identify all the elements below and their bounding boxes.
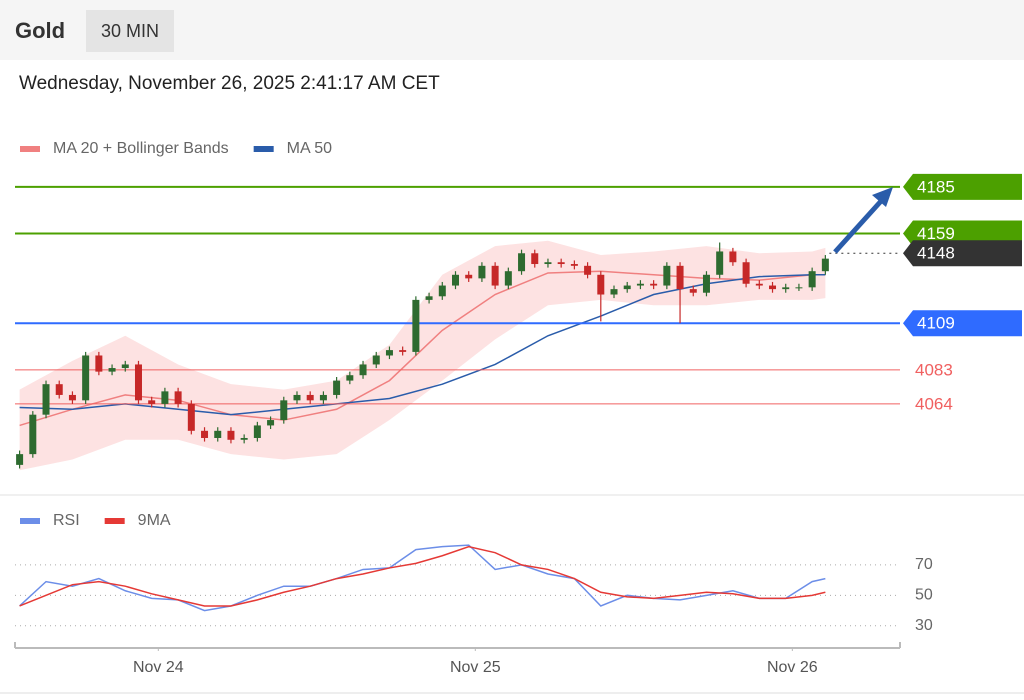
candle-body: [201, 430, 209, 438]
level-box: [903, 240, 1022, 267]
candle-body: [267, 420, 275, 426]
timestamp: Wednesday, November 26, 2025 2:41:17 AM …: [19, 73, 440, 94]
candle-body: [108, 368, 116, 372]
moving-average: [19, 270, 826, 427]
candle-body: [465, 274, 473, 279]
candle-body: [584, 265, 592, 275]
candle-body: [636, 283, 644, 286]
candle-body: [55, 384, 63, 395]
candle-body: [346, 375, 354, 381]
level-box: [903, 220, 1022, 247]
level-label: 4064: [915, 394, 953, 413]
timeframe-box: [86, 10, 174, 52]
candle-body: [412, 299, 420, 352]
candle-body: [650, 283, 658, 286]
candle-body: [42, 384, 50, 415]
level-box: [903, 310, 1022, 337]
candle-body: [148, 400, 156, 404]
candle-body: [174, 391, 182, 404]
candle-body: [68, 394, 76, 401]
legend-label: MA 20 + Bollinger Bands: [53, 140, 229, 157]
candle-body: [280, 400, 288, 421]
candle-body: [610, 289, 618, 295]
legend-label: 9MA: [138, 512, 171, 529]
candle-body: [187, 403, 195, 431]
candle-body: [570, 264, 578, 266]
candle-body: [676, 265, 684, 290]
level-label: 4159: [917, 224, 955, 243]
level-label: 4185: [917, 177, 955, 196]
candle-body: [438, 285, 446, 297]
candle-body: [795, 287, 803, 289]
candle-body: [293, 394, 301, 401]
candle-body: [319, 394, 327, 401]
candle-body: [729, 251, 737, 263]
candle-body: [597, 274, 605, 295]
y-tick-label: 70: [915, 556, 933, 573]
candle-body: [306, 394, 314, 401]
legend-swatch: [253, 146, 274, 152]
level-label: 4083: [915, 360, 953, 379]
legend-swatch: [104, 518, 125, 524]
candle-body: [702, 274, 710, 293]
candle-body: [755, 283, 763, 286]
level-label: 4148: [917, 244, 955, 263]
legend-swatch: [20, 146, 40, 152]
candle-body: [240, 437, 248, 440]
candle-body: [716, 251, 724, 275]
candle-body: [82, 355, 90, 401]
candle-body: [227, 430, 235, 440]
candle-body: [742, 262, 750, 284]
x-tick-label: Nov 25: [450, 659, 501, 676]
series-line: [19, 545, 826, 607]
trend-arrow-head: [872, 187, 893, 207]
candle-body: [214, 430, 222, 438]
moving-average: [19, 274, 826, 416]
candle-body: [518, 253, 526, 272]
legend-label: RSI: [53, 512, 80, 529]
candle-body: [821, 258, 829, 272]
candle-body: [372, 355, 380, 365]
level-box: [903, 173, 1022, 200]
candle-body: [333, 380, 341, 395]
candle-body: [425, 296, 433, 300]
candle-body: [808, 271, 816, 288]
candle-body: [782, 287, 790, 290]
series-line: [19, 544, 826, 612]
candle-body: [399, 350, 407, 352]
timeframe: 30 MIN: [101, 21, 159, 41]
candle-body: [689, 289, 697, 293]
candle-body: [385, 350, 393, 356]
candle-body: [769, 285, 777, 290]
candle-body: [134, 364, 142, 401]
candle-body: [359, 364, 367, 376]
candle-body: [491, 265, 499, 286]
candle-body: [557, 262, 565, 265]
legend-label: MA 50: [287, 140, 332, 157]
candle-body: [161, 391, 169, 404]
bollinger-band: [19, 240, 826, 471]
trend-arrow: [833, 198, 884, 254]
candle-body: [121, 364, 129, 369]
candle-body: [544, 262, 552, 265]
candle-body: [452, 274, 459, 286]
candle-body: [504, 271, 512, 286]
candle-body: [16, 454, 24, 465]
y-tick-label: 50: [915, 587, 933, 604]
y-tick-label: 30: [915, 617, 933, 634]
candle-body: [253, 425, 261, 438]
x-tick-label: Nov 26: [767, 659, 818, 676]
candle-body: [531, 253, 539, 265]
instrument-title: Gold: [15, 18, 65, 43]
legend-swatch: [20, 518, 40, 524]
candle-body: [663, 265, 671, 286]
x-tick-label: Nov 24: [133, 659, 184, 676]
candle-body: [478, 265, 486, 279]
candle-body: [95, 355, 103, 372]
candle-body: [29, 414, 37, 455]
level-label: 4109: [917, 314, 955, 333]
candle-body: [623, 285, 631, 290]
